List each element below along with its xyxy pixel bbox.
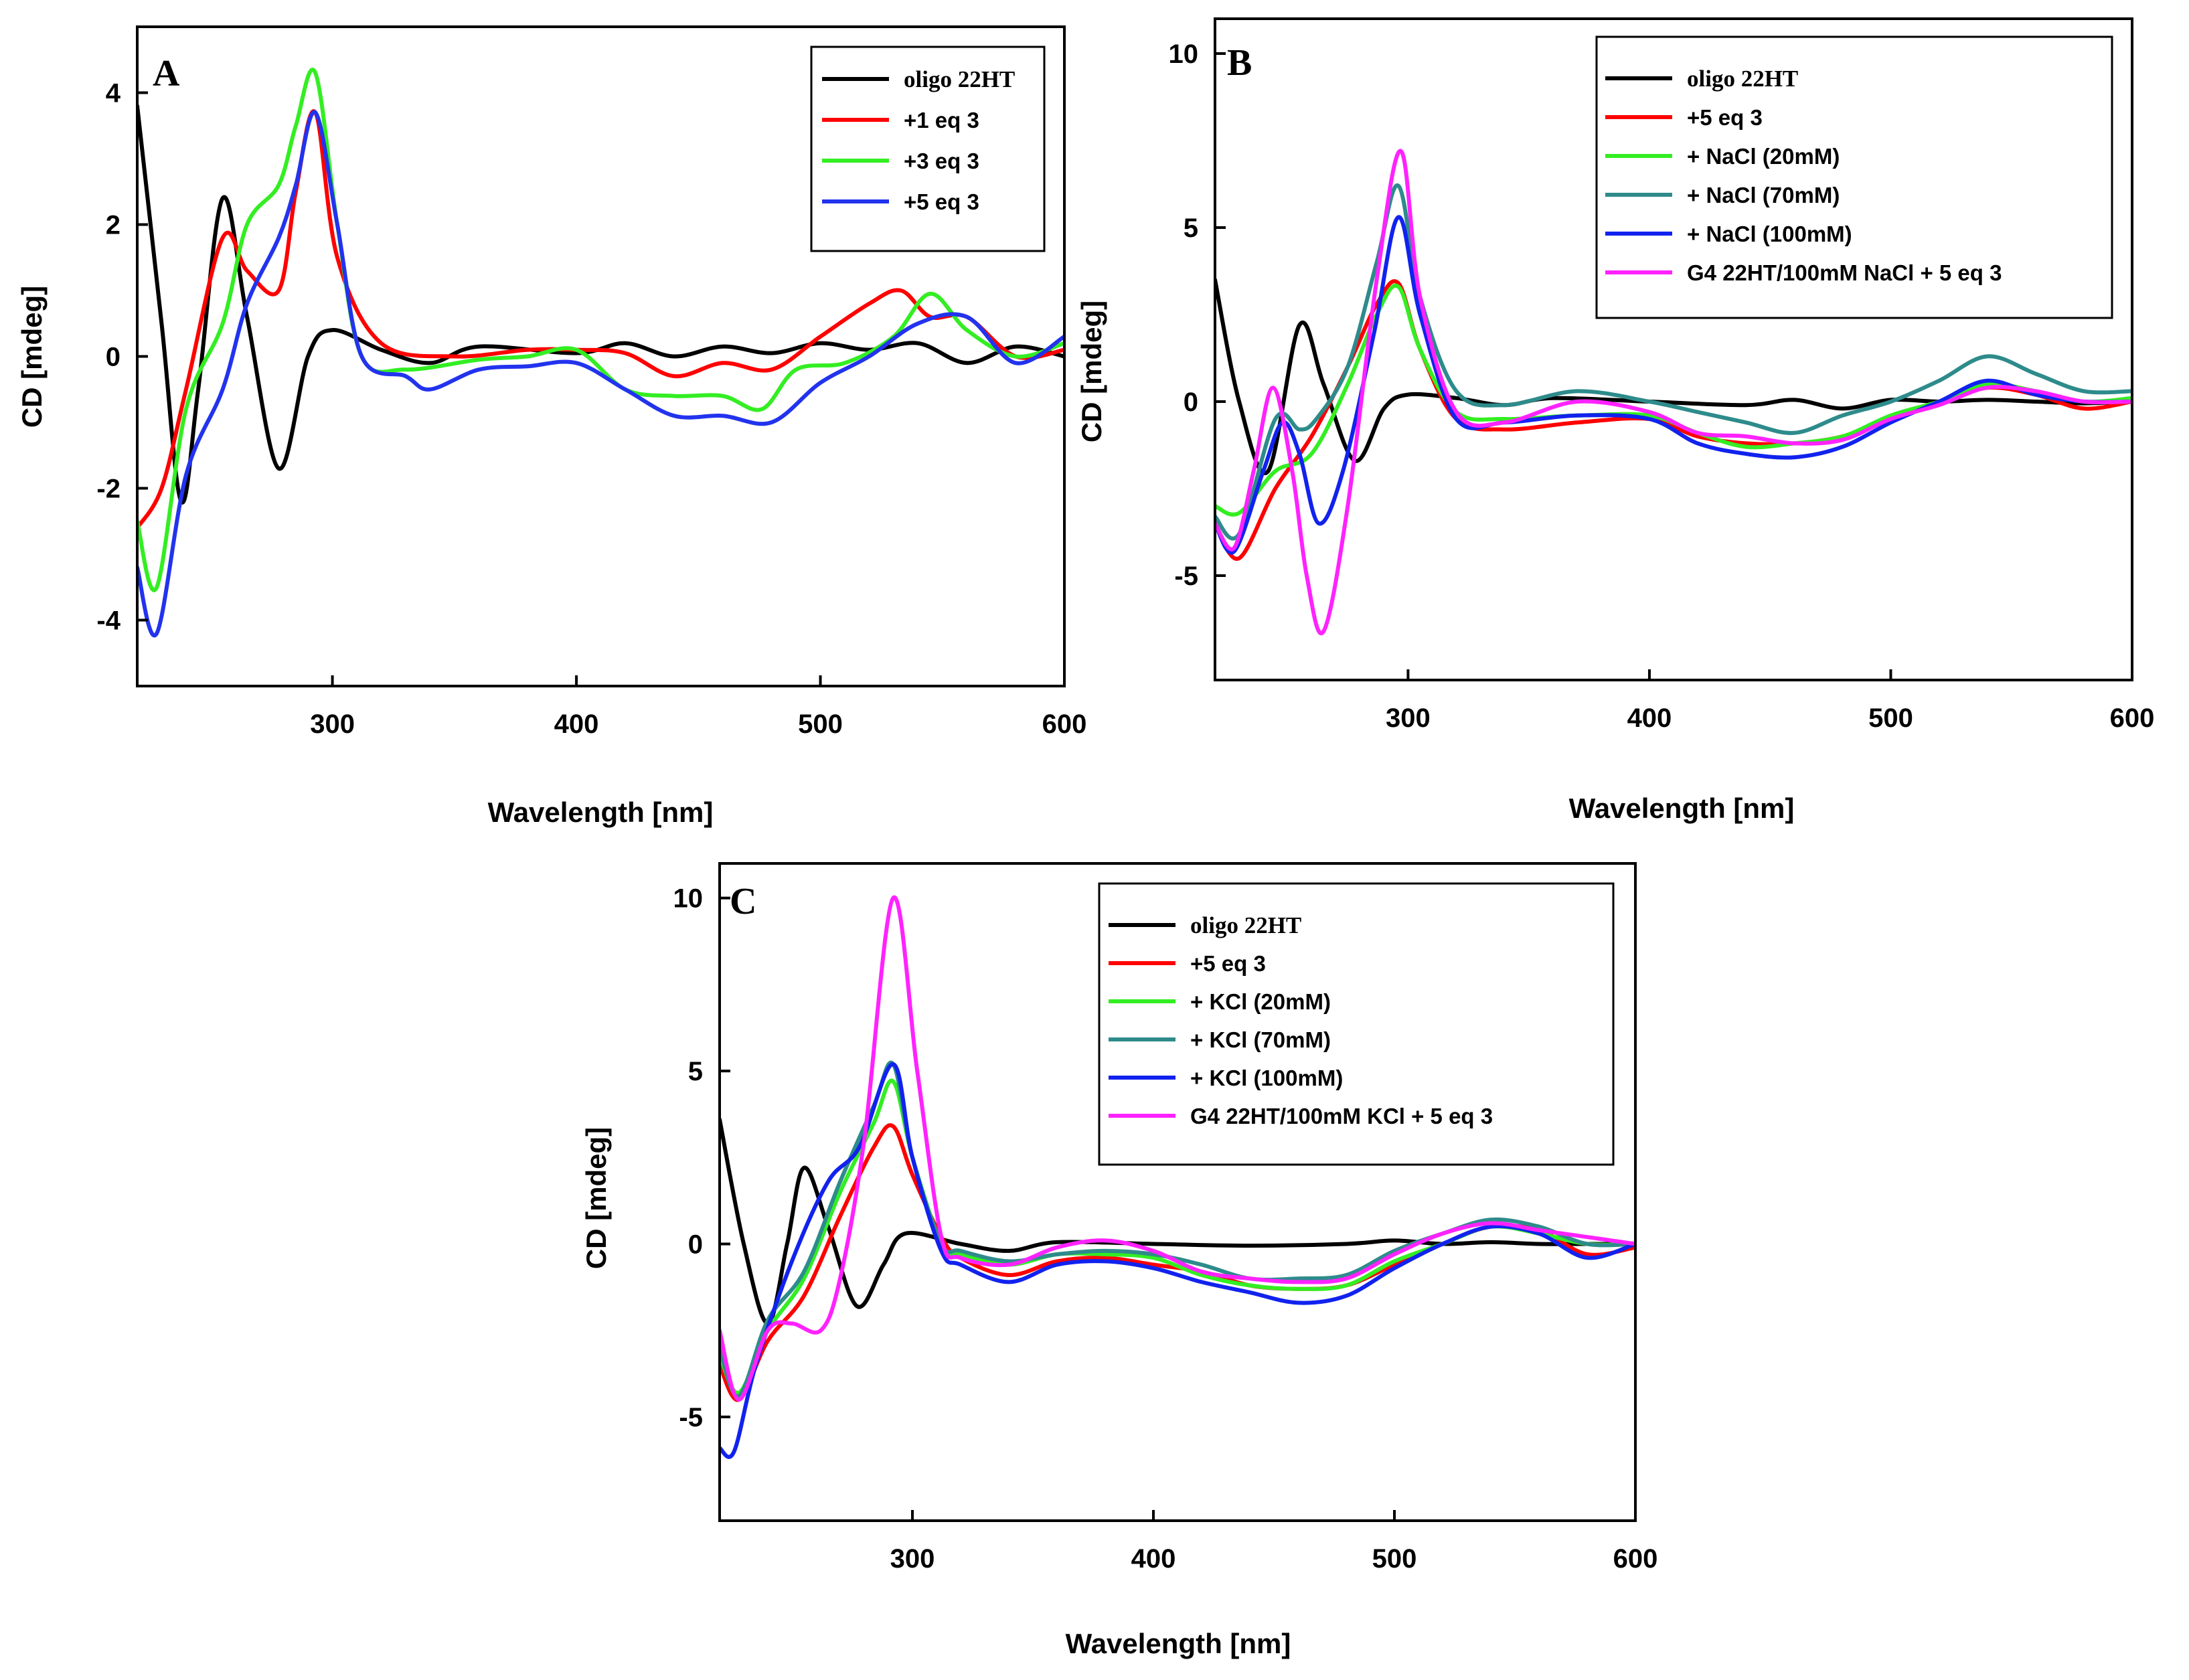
panel-c-series-group [720,895,1635,1459]
panel-b-legend: oligo 22HT +5 eq 3 + NaCl (20mM) + NaCl (70… [1605,66,2002,285]
panel-a-series-line-2 [137,109,1064,530]
panel-b-x-tick-label: 300 [1386,703,1431,733]
panel-c-letter: C [730,881,756,922]
panel-a-series-line-1 [137,104,1064,505]
panel-c-ticks: 300 400 500 600 -5 0 5 10 [673,884,1658,1574]
panel-c-legend-label-2: +5 eq 3 [1190,951,1266,976]
panel-c-x-tick-label: 400 [1131,1544,1176,1574]
panel-a-ticks: 300 400 500 600 -4 -2 0 2 4 [96,79,1086,740]
panel-a-x-tick-label: 500 [798,709,843,739]
panel-a-y-tick-label: 0 [106,343,120,372]
panel-b-plot-clip [1215,149,2132,635]
panel-b-legend-label-1: oligo 22HT [1687,66,1798,92]
panel-b-legend-label-5: + NaCl (100mM) [1687,222,1852,246]
panel-b-y-tick-label: 0 [1184,388,1198,417]
panel-c-legend-label-4: + KCl (70mM) [1190,1027,1331,1052]
panel-a-plot-clip [137,68,1064,638]
panel-a-legend-label-2: +1 eq 3 [904,108,979,133]
panel-b-series-line-4 [1215,183,2132,541]
panel-a-series-line-3 [137,68,1064,592]
panel-b-plot-frame [1214,17,2133,681]
panel-a-legend-label-1: oligo 22HT [904,66,1015,92]
panel-c-xlabel: Wavelength [nm] [1066,1628,1291,1659]
panel-a-xlabel: Wavelength [nm] [488,796,714,828]
panel-c-y-tick-label: -5 [679,1403,703,1432]
panel-a-series-line-4 [137,110,1064,638]
panel-a-x-tick-label: 600 [1042,709,1087,739]
panel-a: 300 400 500 600 -4 -2 0 2 4 A CD [mdeg] Waveleng… [16,25,1086,828]
panel-b-legend-label-4: + NaCl (70mM) [1687,183,1840,207]
panel-b-ticks: 300 400 500 600 -5 0 5 10 [1169,39,2155,733]
panel-c: 300 400 500 600 -5 0 5 10 C CD [mdeg] Wavelengt… [580,862,1658,1659]
panel-b-series-line-6 [1215,149,2132,635]
panel-b-series-group [1215,149,2132,635]
panel-b-x-tick-label: 500 [1868,703,1913,733]
panel-c-legend-label-6: G4 22HT/100mM KCl + 5 eq 3 [1190,1104,1493,1128]
panel-b-legend-label-6: G4 22HT/100mM NaCl + 5 eq 3 [1687,260,2002,285]
panel-a-letter: A [153,53,180,94]
panel-b-xlabel: Wavelength [nm] [1569,792,1795,824]
panel-a-y-tick-label: -2 [96,475,120,504]
panel-b-y-tick-label: 5 [1184,214,1198,243]
panel-c-plot-clip [720,895,1635,1459]
panel-b-x-tick-label: 400 [1627,703,1672,733]
panel-c-legend-box [1098,882,1615,1166]
panel-c-y-tick-label: 0 [688,1230,703,1260]
panel-b-legend-box [1595,35,2113,319]
panel-b: 300 400 500 600 -5 0 5 10 B CD [mdeg] Wavelengt… [1076,17,2155,824]
panel-c-x-tick-label: 300 [890,1544,935,1574]
panel-b-letter: B [1227,42,1252,84]
panel-a-y-tick-label: 4 [106,79,121,108]
panel-c-plot-frame [718,862,1637,1522]
panel-a-legend-label-4: +5 eq 3 [904,189,979,214]
panel-c-legend-label-1: oligo 22HT [1190,912,1301,938]
panel-c-series-line-6 [720,895,1635,1402]
panel-a-y-tick-label: 2 [106,211,120,240]
panel-a-y-tick-label: -4 [96,606,120,636]
panel-a-legend: oligo 22HT +1 eq 3 +3 eq 3 +5 eq 3 [822,66,1015,214]
panel-c-legend: oligo 22HT +5 eq 3 + KCl (20mM) + KCl (70mM… [1109,912,1493,1128]
panel-c-ylabel: CD [mdeg] [580,1127,612,1269]
panel-a-ylabel: CD [mdeg] [16,286,48,428]
panel-c-series-line-5 [720,1062,1635,1459]
panel-b-y-tick-label: 10 [1169,39,1199,69]
panel-b-x-tick-label: 600 [2110,703,2155,733]
panel-c-y-tick-label: 10 [673,884,704,914]
panel-a-series-group [137,68,1064,638]
panel-b-legend-label-2: +5 eq 3 [1687,105,1763,130]
panel-a-x-tick-label: 300 [310,709,355,739]
panel-a-x-tick-label: 400 [554,709,599,739]
panel-c-x-tick-label: 600 [1613,1544,1658,1574]
panel-b-ylabel: CD [mdeg] [1076,301,1107,442]
panel-c-x-tick-label: 500 [1372,1544,1417,1574]
panel-c-y-tick-label: 5 [688,1057,703,1086]
panel-b-legend-label-3: + NaCl (20mM) [1687,144,1840,169]
panel-c-legend-label-5: + KCl (100mM) [1190,1066,1343,1090]
panel-a-legend-label-3: +3 eq 3 [904,149,979,173]
panel-c-legend-label-3: + KCl (20mM) [1190,989,1331,1014]
panel-b-y-tick-label: -5 [1174,562,1198,591]
